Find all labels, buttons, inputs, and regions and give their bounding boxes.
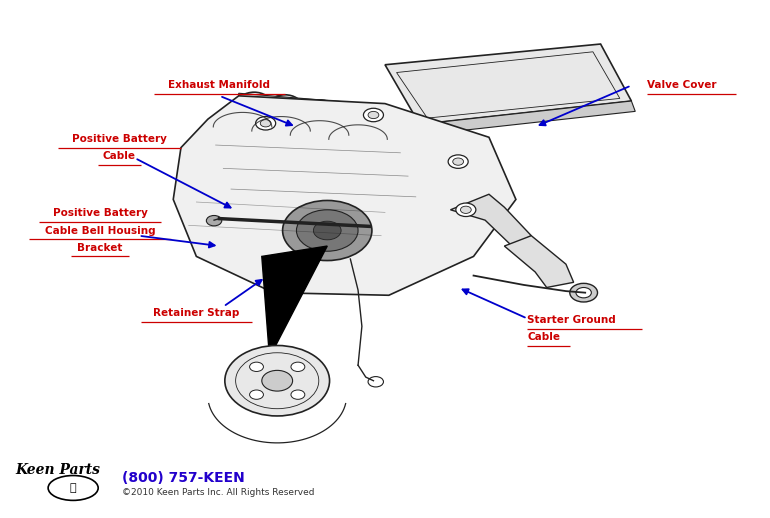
Circle shape	[456, 203, 476, 217]
Text: Valve Cover: Valve Cover	[647, 80, 716, 91]
Circle shape	[249, 390, 263, 399]
Polygon shape	[420, 101, 635, 135]
Circle shape	[256, 117, 276, 130]
Circle shape	[368, 377, 383, 387]
Circle shape	[291, 362, 305, 371]
Circle shape	[570, 283, 598, 302]
Polygon shape	[385, 44, 631, 124]
Text: Positive Battery: Positive Battery	[72, 134, 167, 144]
Circle shape	[249, 362, 263, 371]
Circle shape	[453, 158, 464, 165]
Polygon shape	[173, 96, 516, 295]
Text: Exhaust Manifold: Exhaust Manifold	[169, 80, 270, 91]
Circle shape	[368, 111, 379, 119]
Circle shape	[363, 108, 383, 122]
Circle shape	[448, 155, 468, 168]
Circle shape	[296, 210, 358, 251]
Text: Keen Parts: Keen Parts	[15, 463, 100, 478]
Circle shape	[291, 390, 305, 399]
Text: Bracket: Bracket	[78, 242, 122, 253]
Text: (800) 757-KEEN: (800) 757-KEEN	[122, 470, 244, 485]
Text: Cable: Cable	[527, 333, 561, 342]
Text: Cable Bell Housing: Cable Bell Housing	[45, 225, 156, 236]
Circle shape	[225, 346, 330, 416]
Text: Retainer Strap: Retainer Strap	[153, 308, 239, 319]
Polygon shape	[504, 236, 574, 287]
Text: ©2010 Keen Parts Inc. All Rights Reserved: ©2010 Keen Parts Inc. All Rights Reserve…	[122, 487, 314, 497]
Circle shape	[283, 200, 372, 261]
Circle shape	[460, 206, 471, 213]
Circle shape	[260, 120, 271, 127]
Polygon shape	[450, 194, 531, 246]
Text: 🚗: 🚗	[70, 483, 76, 493]
Text: Cable: Cable	[103, 151, 136, 161]
Circle shape	[206, 215, 222, 226]
Polygon shape	[262, 246, 327, 357]
Circle shape	[313, 221, 341, 240]
Polygon shape	[239, 93, 366, 119]
Text: Starter Ground: Starter Ground	[527, 315, 616, 325]
Circle shape	[262, 370, 293, 391]
Text: Positive Battery: Positive Battery	[52, 208, 148, 219]
Circle shape	[576, 287, 591, 298]
